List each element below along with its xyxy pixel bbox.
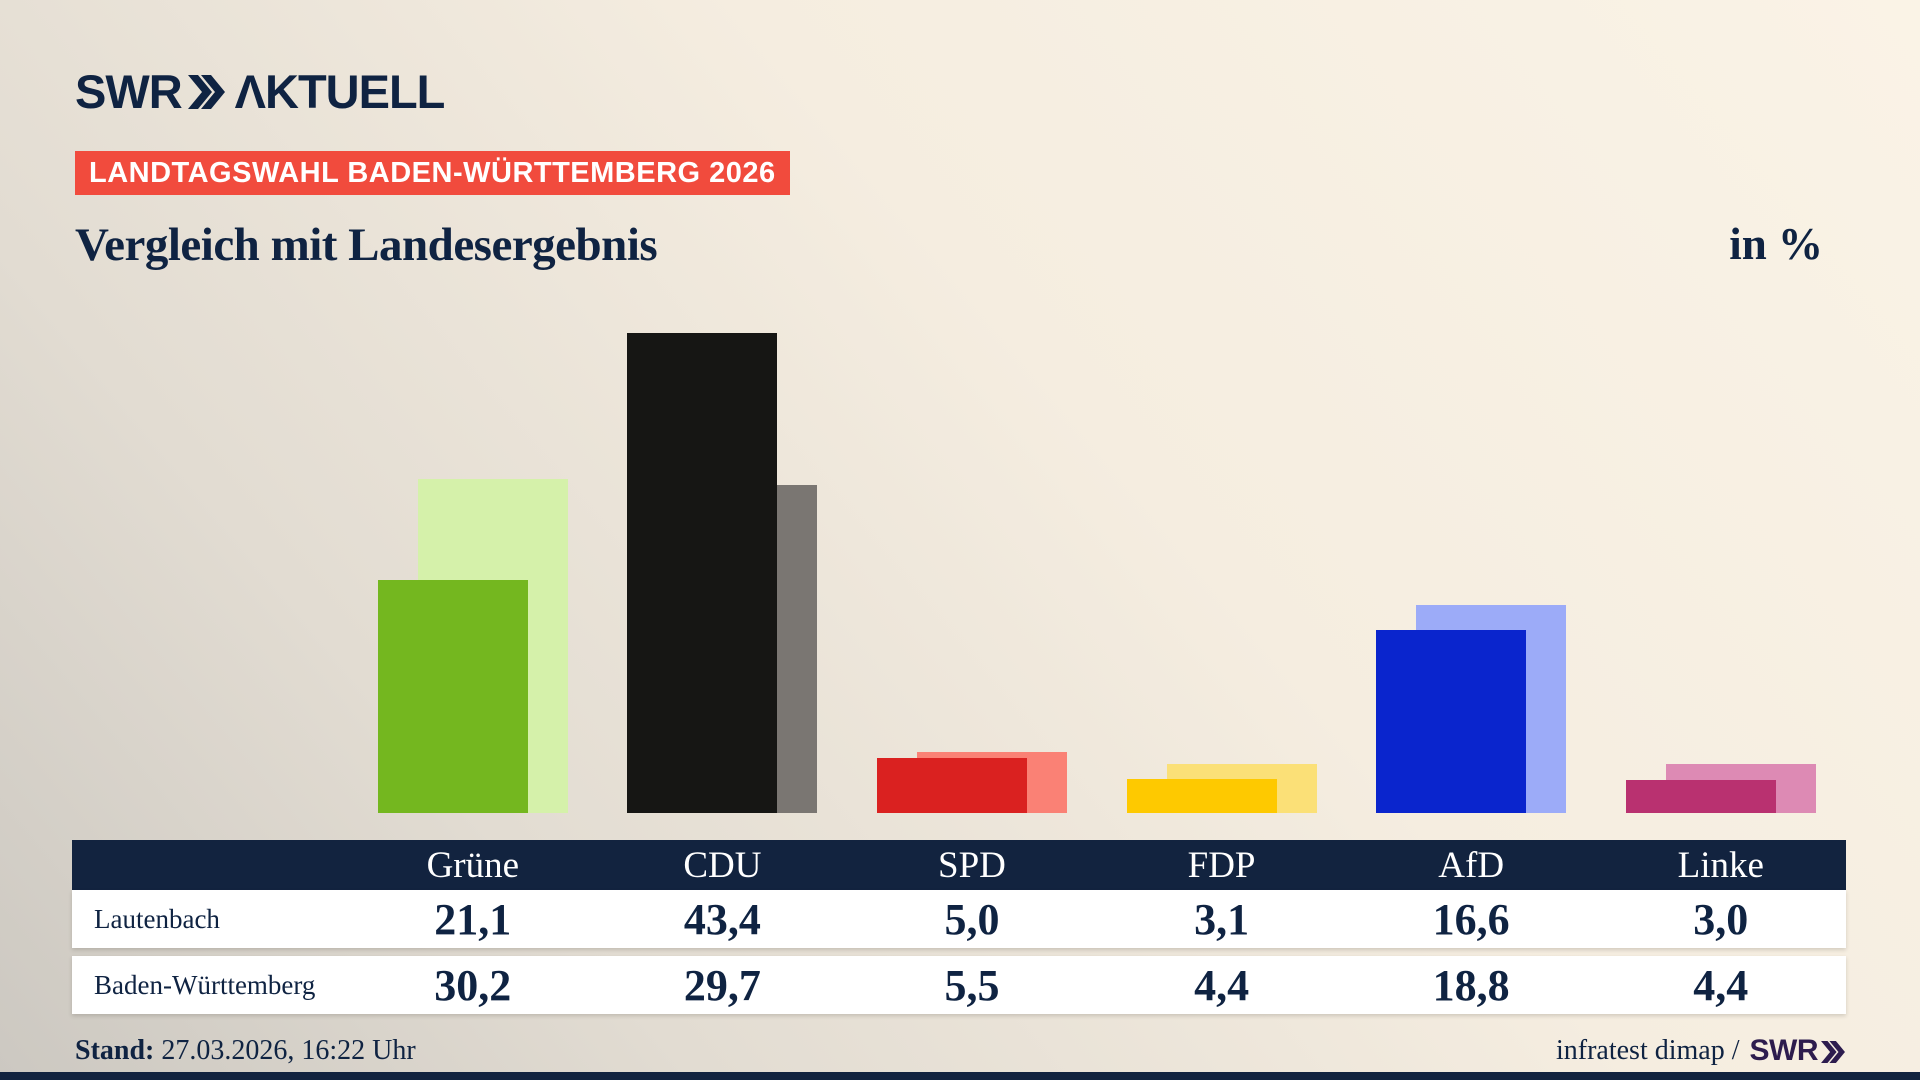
bar-cdu-lautenbach [627,333,778,813]
result-gruene: 21,1 [434,894,512,944]
unit-label: in % [1729,219,1823,269]
logo-aktuell-text: ΛKTUELL [234,64,446,118]
result-linke: 3,0 [1693,894,1749,944]
result-fdp: 4,4 [1194,960,1250,1010]
table-row-lautenbach: Lautenbach 21,1 43,4 5,0 3,1 16,6 3,0 [72,890,1846,948]
party-header-afd: AfD [1438,844,1505,886]
bar-fdp-lautenbach [1126,778,1277,813]
bar-afd-lautenbach [1376,629,1527,813]
source-text: infratest dimap / [1555,1035,1740,1066]
footer: Stand: 27.03.2026, 16:22 Uhr infratest d… [75,1031,1845,1071]
result-afd: 18,8 [1432,960,1510,1010]
election-badge: LANDTAGSWAHL BADEN-WÜRTTEMBERG 2026 [75,151,790,195]
result-spd: 5,5 [944,960,1000,1010]
result-cdu: 43,4 [683,894,761,944]
bar-linke-lautenbach [1626,779,1777,813]
logo-swr-text: SWR [75,64,183,118]
row-label: Lautenbach [94,903,220,934]
results-table: Grüne CDU SPD FDP AfD Linke Lautenbach 21,1 43… [72,840,1846,1014]
bar-spd-lautenbach [877,757,1028,813]
party-header-spd: SPD [938,844,1006,886]
stand-value: 27.03.2026, 16:22 Uhr [154,1035,416,1066]
party-header-linke: Linke [1677,844,1764,886]
chart-title: Vergleich mit Landesergebnis [75,219,658,271]
stand-label: Stand: [75,1035,155,1066]
swr-aktuell-logo: SWR ΛKTUELL [75,64,446,118]
party-header-gruene: Grüne [426,844,520,886]
bar-chart [377,333,1817,813]
result-afd: 16,6 [1432,894,1510,944]
table-row-baden-wuerttemberg: Baden-Württemberg 30,2 29,7 5,5 4,4 18,8 4,4 [72,956,1846,1014]
result-fdp: 3,1 [1194,894,1250,944]
party-header-cdu: CDU [683,844,762,886]
table-header-row: Grüne CDU SPD FDP AfD Linke [72,840,1846,890]
result-cdu: 29,7 [683,960,761,1010]
double-chevron-right-icon [187,75,225,109]
result-spd: 5,0 [944,894,1000,944]
double-chevron-right-icon [1821,1041,1845,1063]
swr-logo-small: SWR [1750,1034,1846,1068]
bottom-navy-bar [0,1072,1920,1080]
result-linke: 4,4 [1693,960,1749,1010]
result-gruene: 30,2 [434,960,512,1010]
stand-timestamp: Stand: 27.03.2026, 16:22 Uhr [75,1035,416,1067]
party-header-fdp: FDP [1187,844,1256,886]
row-label: Baden-Württemberg [94,969,316,1000]
bar-gruene-lautenbach [377,579,528,813]
source-credit: infratest dimap / SWR [1556,1034,1845,1068]
